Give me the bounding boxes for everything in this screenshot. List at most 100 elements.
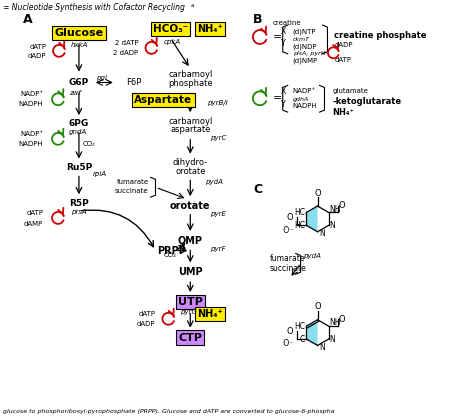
Text: HC: HC bbox=[294, 221, 305, 230]
Text: N: N bbox=[329, 221, 335, 230]
Text: a: a bbox=[190, 3, 194, 8]
Text: dADP: dADP bbox=[335, 42, 353, 48]
Text: OMP: OMP bbox=[178, 235, 203, 246]
Text: -ketoglutarate: -ketoglutarate bbox=[332, 97, 401, 106]
Text: CO₂: CO₂ bbox=[83, 141, 96, 147]
Text: zwf: zwf bbox=[69, 90, 81, 97]
Text: pyrB/I: pyrB/I bbox=[207, 100, 228, 106]
Text: F6P: F6P bbox=[126, 78, 141, 87]
Text: = Nucleotide Synthesis with Cofactor Recycling: = Nucleotide Synthesis with Cofactor Rec… bbox=[3, 3, 185, 12]
Text: phosphate: phosphate bbox=[168, 79, 212, 88]
Text: 6PG: 6PG bbox=[69, 119, 89, 129]
Text: UTP: UTP bbox=[178, 297, 203, 307]
Text: Y: Y bbox=[281, 40, 285, 48]
Text: cpkA: cpkA bbox=[164, 39, 181, 45]
Text: (d)NMP: (d)NMP bbox=[292, 57, 318, 64]
Text: C: C bbox=[300, 334, 305, 344]
Text: X: X bbox=[281, 87, 286, 96]
Text: pydA: pydA bbox=[205, 179, 223, 185]
Text: HCO₃⁻: HCO₃⁻ bbox=[153, 24, 188, 34]
Text: succinate: succinate bbox=[115, 188, 148, 194]
Text: 2 dADP: 2 dADP bbox=[113, 50, 138, 56]
Text: CO₂: CO₂ bbox=[164, 253, 177, 258]
Text: glutamate: glutamate bbox=[332, 88, 368, 94]
Text: O: O bbox=[314, 302, 321, 312]
Text: =: = bbox=[273, 93, 282, 103]
Polygon shape bbox=[306, 213, 318, 232]
Text: NADPH: NADPH bbox=[18, 101, 43, 107]
Text: dATP: dATP bbox=[26, 210, 43, 216]
Text: NADPH: NADPH bbox=[292, 103, 317, 109]
Text: pgi: pgi bbox=[96, 74, 107, 81]
Text: NH₄⁺: NH₄⁺ bbox=[197, 309, 223, 319]
Text: ·O⁻: ·O⁻ bbox=[281, 339, 293, 349]
Polygon shape bbox=[306, 320, 318, 339]
Text: 2 dATP: 2 dATP bbox=[115, 40, 138, 46]
Text: G6P: G6P bbox=[69, 78, 89, 87]
Text: N: N bbox=[319, 343, 325, 352]
Text: carbamoyl: carbamoyl bbox=[168, 116, 212, 126]
Text: pydA: pydA bbox=[302, 253, 320, 260]
Text: plsA, pyrH: plsA, pyrH bbox=[292, 51, 325, 56]
Text: NADP⁺: NADP⁺ bbox=[292, 88, 316, 94]
Text: R5P: R5P bbox=[69, 198, 89, 208]
Text: NADP⁺: NADP⁺ bbox=[20, 131, 43, 137]
Text: B: B bbox=[253, 12, 263, 26]
Text: NH₄⁺: NH₄⁺ bbox=[332, 108, 355, 116]
Text: NADPH: NADPH bbox=[18, 141, 43, 147]
Text: PRPP: PRPP bbox=[157, 245, 186, 255]
Text: Aspartate: Aspartate bbox=[134, 95, 192, 105]
Text: ·O⁻: ·O⁻ bbox=[281, 226, 293, 235]
Text: dATP: dATP bbox=[138, 311, 155, 317]
Text: =: = bbox=[273, 32, 282, 42]
Text: fumarate: fumarate bbox=[117, 179, 148, 185]
Text: hxkA: hxkA bbox=[71, 42, 88, 48]
Text: NH₄⁺: NH₄⁺ bbox=[197, 24, 223, 34]
Text: pyrF: pyrF bbox=[210, 245, 226, 252]
Text: creatine: creatine bbox=[273, 20, 301, 26]
Text: aspartate: aspartate bbox=[170, 125, 210, 134]
Text: dATP: dATP bbox=[335, 57, 351, 63]
Text: dihydro-: dihydro- bbox=[173, 158, 208, 167]
Text: N: N bbox=[329, 334, 335, 344]
Text: orotate: orotate bbox=[175, 167, 206, 176]
Text: HC: HC bbox=[294, 208, 305, 217]
Text: O: O bbox=[338, 315, 345, 324]
Text: rpiA: rpiA bbox=[93, 171, 107, 177]
Text: UMP: UMP bbox=[178, 267, 202, 277]
Text: pyrC: pyrC bbox=[210, 135, 227, 141]
Text: fumarate: fumarate bbox=[270, 254, 305, 263]
Text: dADP: dADP bbox=[27, 53, 46, 59]
Text: pyrG: pyrG bbox=[180, 309, 197, 315]
Text: O: O bbox=[338, 201, 345, 210]
Polygon shape bbox=[306, 326, 318, 345]
Text: succinate: succinate bbox=[270, 264, 307, 273]
Text: glucose to phosphoribosyl-pyrophosphate (PRPP). Glucose and dATP are converted t: glucose to phosphoribosyl-pyrophosphate … bbox=[3, 409, 335, 414]
Text: pyrE: pyrE bbox=[210, 211, 226, 217]
Text: gdhA: gdhA bbox=[292, 97, 309, 102]
Text: A: A bbox=[23, 12, 33, 26]
Text: O: O bbox=[287, 213, 293, 222]
Text: Ru5P: Ru5P bbox=[66, 163, 92, 172]
Text: dADP: dADP bbox=[137, 321, 155, 327]
Text: gndA: gndA bbox=[69, 129, 87, 135]
Text: orotate: orotate bbox=[170, 201, 210, 211]
Text: ckmT: ckmT bbox=[292, 37, 310, 42]
Text: creatine phosphate: creatine phosphate bbox=[335, 32, 427, 40]
Text: prsA: prsA bbox=[71, 209, 87, 215]
Text: dATP: dATP bbox=[29, 44, 46, 50]
Text: (d)NDP: (d)NDP bbox=[292, 44, 317, 50]
Text: CTP: CTP bbox=[178, 332, 202, 342]
Text: O: O bbox=[287, 327, 293, 336]
Text: O: O bbox=[314, 189, 321, 198]
Text: NH: NH bbox=[330, 319, 341, 327]
Text: Y: Y bbox=[281, 100, 285, 109]
Text: NH: NH bbox=[330, 205, 341, 214]
Polygon shape bbox=[306, 206, 318, 225]
Text: N: N bbox=[319, 229, 325, 238]
Text: X: X bbox=[281, 27, 286, 35]
Text: dAMP: dAMP bbox=[24, 221, 43, 227]
Text: NADP⁺: NADP⁺ bbox=[20, 92, 43, 97]
Text: Glucose: Glucose bbox=[55, 28, 103, 38]
Text: carbamoyl: carbamoyl bbox=[168, 70, 212, 79]
